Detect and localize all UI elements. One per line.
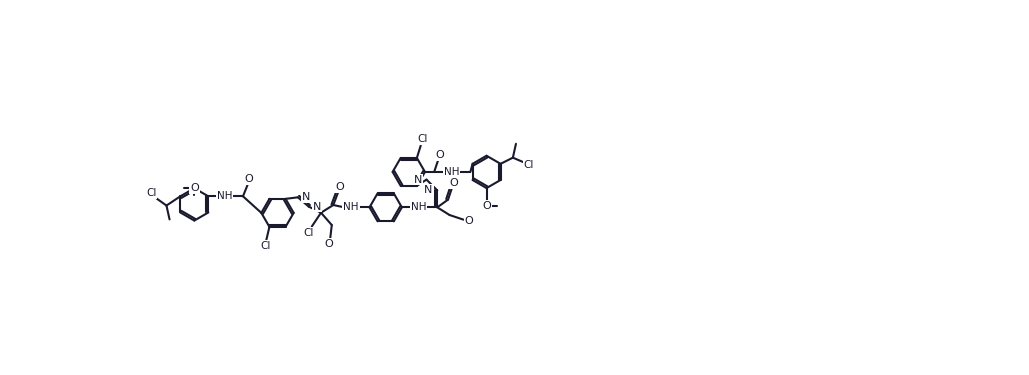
Text: O: O xyxy=(449,178,458,188)
Text: O: O xyxy=(464,216,473,226)
Text: Cl: Cl xyxy=(417,134,427,144)
Text: Cl: Cl xyxy=(146,188,156,198)
Text: N: N xyxy=(414,175,422,184)
Text: N: N xyxy=(301,192,310,202)
Text: O: O xyxy=(335,182,344,192)
Text: Cl: Cl xyxy=(304,228,314,238)
Text: O: O xyxy=(324,239,333,249)
Text: NH: NH xyxy=(445,167,460,177)
Text: NH: NH xyxy=(344,202,359,212)
Text: NH: NH xyxy=(217,191,233,201)
Text: N: N xyxy=(313,201,321,211)
Text: O: O xyxy=(190,183,199,193)
Text: N: N xyxy=(424,185,432,195)
Text: NH: NH xyxy=(411,202,427,212)
Text: Cl: Cl xyxy=(524,160,534,170)
Text: Cl: Cl xyxy=(260,241,271,251)
Text: O: O xyxy=(245,174,253,184)
Text: O: O xyxy=(435,150,443,160)
Text: O: O xyxy=(483,201,491,211)
